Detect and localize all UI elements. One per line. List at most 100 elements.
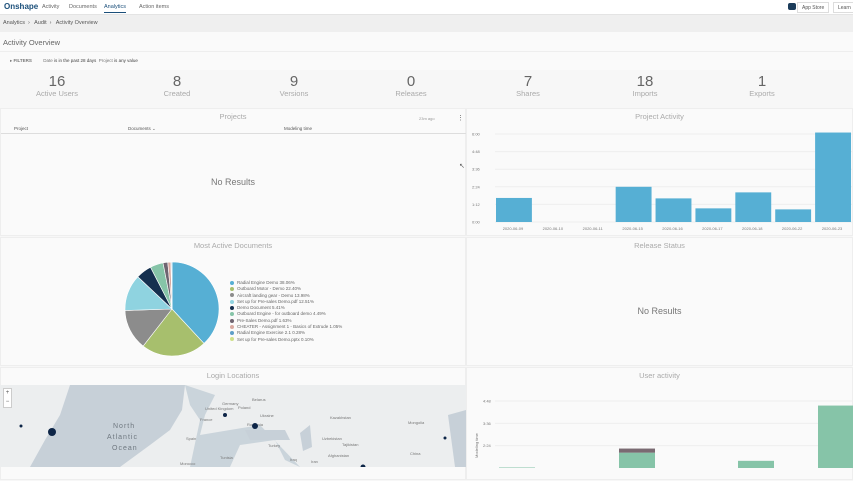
legend-swatch — [230, 306, 234, 310]
chevron-right-icon: › — [50, 20, 52, 26]
legend-label: Set up for Pre-sales Demo.pptx 0.10% — [237, 337, 314, 342]
kpi-label: Imports — [585, 89, 705, 98]
expand-icon[interactable]: ▸ — [10, 58, 14, 63]
col-documents[interactable]: Documents — [128, 126, 151, 131]
pie-legend: Radial Engine Demo 38.06%Outboard Motor … — [230, 280, 342, 343]
kpi-label: Shares — [468, 89, 588, 98]
bar-2020-06-15[interactable] — [616, 187, 652, 222]
location-marker[interactable] — [223, 413, 227, 417]
bar-2020-06-22[interactable] — [775, 209, 811, 222]
nav-analytics[interactable]: Analytics — [104, 4, 126, 13]
login-map[interactable]: North Atlantic Ocean United KingdomGerma… — [0, 385, 466, 467]
map-zoom-controls: + − — [3, 388, 12, 408]
legend-label: Set up for Pre-sales Demo.pdf 12.51% — [237, 299, 314, 304]
legend-label: Radial Engine Demo 38.06% — [237, 280, 295, 285]
projects-empty: No Results — [1, 177, 465, 187]
filters-bar[interactable]: ▸ FILTERS Date is in the past 28 days Pr… — [0, 52, 853, 70]
user-activity-bar[interactable] — [818, 406, 853, 468]
legend-swatch — [230, 293, 234, 297]
most-active-documents-title: Most Active Documents — [1, 241, 465, 250]
x-tick-label: 2020-06-11 — [583, 226, 604, 231]
learn-button[interactable]: Learn — [833, 2, 853, 13]
y-tick-label: 1:12 — [472, 202, 481, 207]
filter-date-field: Date — [43, 58, 53, 63]
kpi-label: Active Users — [0, 89, 117, 98]
legend-item[interactable]: Set up for Pre-sales Demo.pptx 0.10% — [230, 337, 342, 343]
breadcrumb-audit[interactable]: Audit — [34, 20, 47, 26]
projects-title: Projects — [1, 112, 465, 121]
user-activity-bar[interactable] — [619, 449, 655, 453]
chevron-right-icon: › — [28, 20, 30, 26]
zoom-in-button[interactable]: + — [4, 389, 11, 398]
bar-2020-06-09[interactable] — [496, 198, 532, 222]
filter-date-value[interactable]: is in the past 28 days — [54, 58, 96, 63]
legend-label: Demo Document 5.41% — [237, 305, 285, 310]
location-marker[interactable] — [48, 428, 56, 436]
sort-down-icon[interactable]: ⌄ — [152, 126, 156, 132]
col-modeling-time[interactable]: Modeling time — [284, 126, 312, 131]
zoom-out-button[interactable]: − — [4, 398, 11, 407]
legend-swatch — [230, 331, 234, 335]
kpi-label: Created — [117, 89, 237, 98]
breadcrumb-analytics[interactable]: Analytics — [3, 20, 25, 26]
x-tick-label: 2020-06-18 — [742, 226, 763, 231]
most-active-documents-pie — [120, 255, 230, 365]
y-tick-label: 3:36 — [472, 167, 481, 172]
kpi-value: 1 — [702, 74, 822, 89]
location-marker[interactable] — [20, 425, 23, 428]
app-store-button[interactable]: App Store — [797, 2, 829, 13]
map-label: Belarus — [252, 397, 266, 402]
map-label: Germany — [222, 401, 238, 406]
y-tick-label: 3:36 — [483, 421, 492, 426]
map-label: Kazakhstan — [330, 415, 351, 420]
user-activity-bar[interactable] — [619, 453, 655, 468]
more-options-icon[interactable]: ⋮ — [457, 114, 464, 122]
onshape-logo[interactable]: Onshape — [4, 2, 38, 11]
x-tick-label: 2020-06-22 — [782, 226, 803, 231]
breadcrumb-current: Activity Overview — [56, 20, 98, 26]
kpi-value: 8 — [117, 74, 237, 89]
nav-documents[interactable]: Documents — [69, 4, 97, 10]
legend-label: Radial Engine Exercise 2.1 0.28% — [237, 330, 305, 335]
bar-2020-06-18[interactable] — [735, 192, 771, 222]
user-activity-bar[interactable] — [738, 461, 774, 468]
y-axis-label: Modeling time — [474, 432, 479, 458]
bar-2020-06-16[interactable] — [656, 198, 692, 222]
col-project[interactable]: Project — [14, 126, 28, 131]
map-label: Turkey — [268, 443, 280, 448]
filter-project-value[interactable]: is any value — [114, 58, 138, 63]
nav-activity[interactable]: Activity — [42, 4, 59, 10]
bar-2020-06-23[interactable] — [815, 133, 851, 222]
location-marker[interactable] — [444, 437, 447, 440]
projects-panel: Projects 23m ago ⋮ Project Documents ⌄ M… — [0, 108, 466, 236]
map-label: France — [200, 417, 213, 422]
nav-action-items[interactable]: Action items — [139, 4, 169, 10]
map-label: Iran — [311, 459, 318, 464]
legend-swatch — [230, 287, 234, 291]
map-label: Afghanistan — [328, 453, 349, 458]
last-updated: 23m ago — [419, 116, 435, 121]
y-tick-label: 2:24 — [483, 443, 492, 448]
map-label: Poland — [238, 405, 250, 410]
user-activity-bar[interactable] — [499, 467, 535, 468]
map-label: China — [410, 451, 421, 456]
map-label: United Kingdom — [205, 406, 234, 411]
legend-label: CHEATER - Assignment 1 - Basics of Extru… — [237, 324, 342, 329]
map-label: Mongolia — [408, 420, 425, 425]
cursor-icon: ↖ — [459, 162, 465, 170]
legend-swatch — [230, 300, 234, 304]
filters-toggle[interactable]: FILTERS — [14, 58, 32, 63]
breadcrumb: Analytics› Audit› Activity Overview — [0, 15, 853, 32]
map-label: Tajikistan — [342, 442, 358, 447]
kpi-value: 0 — [351, 74, 471, 89]
map-label: Ukraine — [260, 413, 275, 418]
map-label: Spain — [186, 436, 196, 441]
map-label-atlantic: Atlantic — [107, 434, 138, 441]
bar-2020-06-17[interactable] — [695, 208, 731, 222]
app-store-icon[interactable] — [788, 3, 796, 10]
location-marker[interactable] — [252, 423, 258, 429]
